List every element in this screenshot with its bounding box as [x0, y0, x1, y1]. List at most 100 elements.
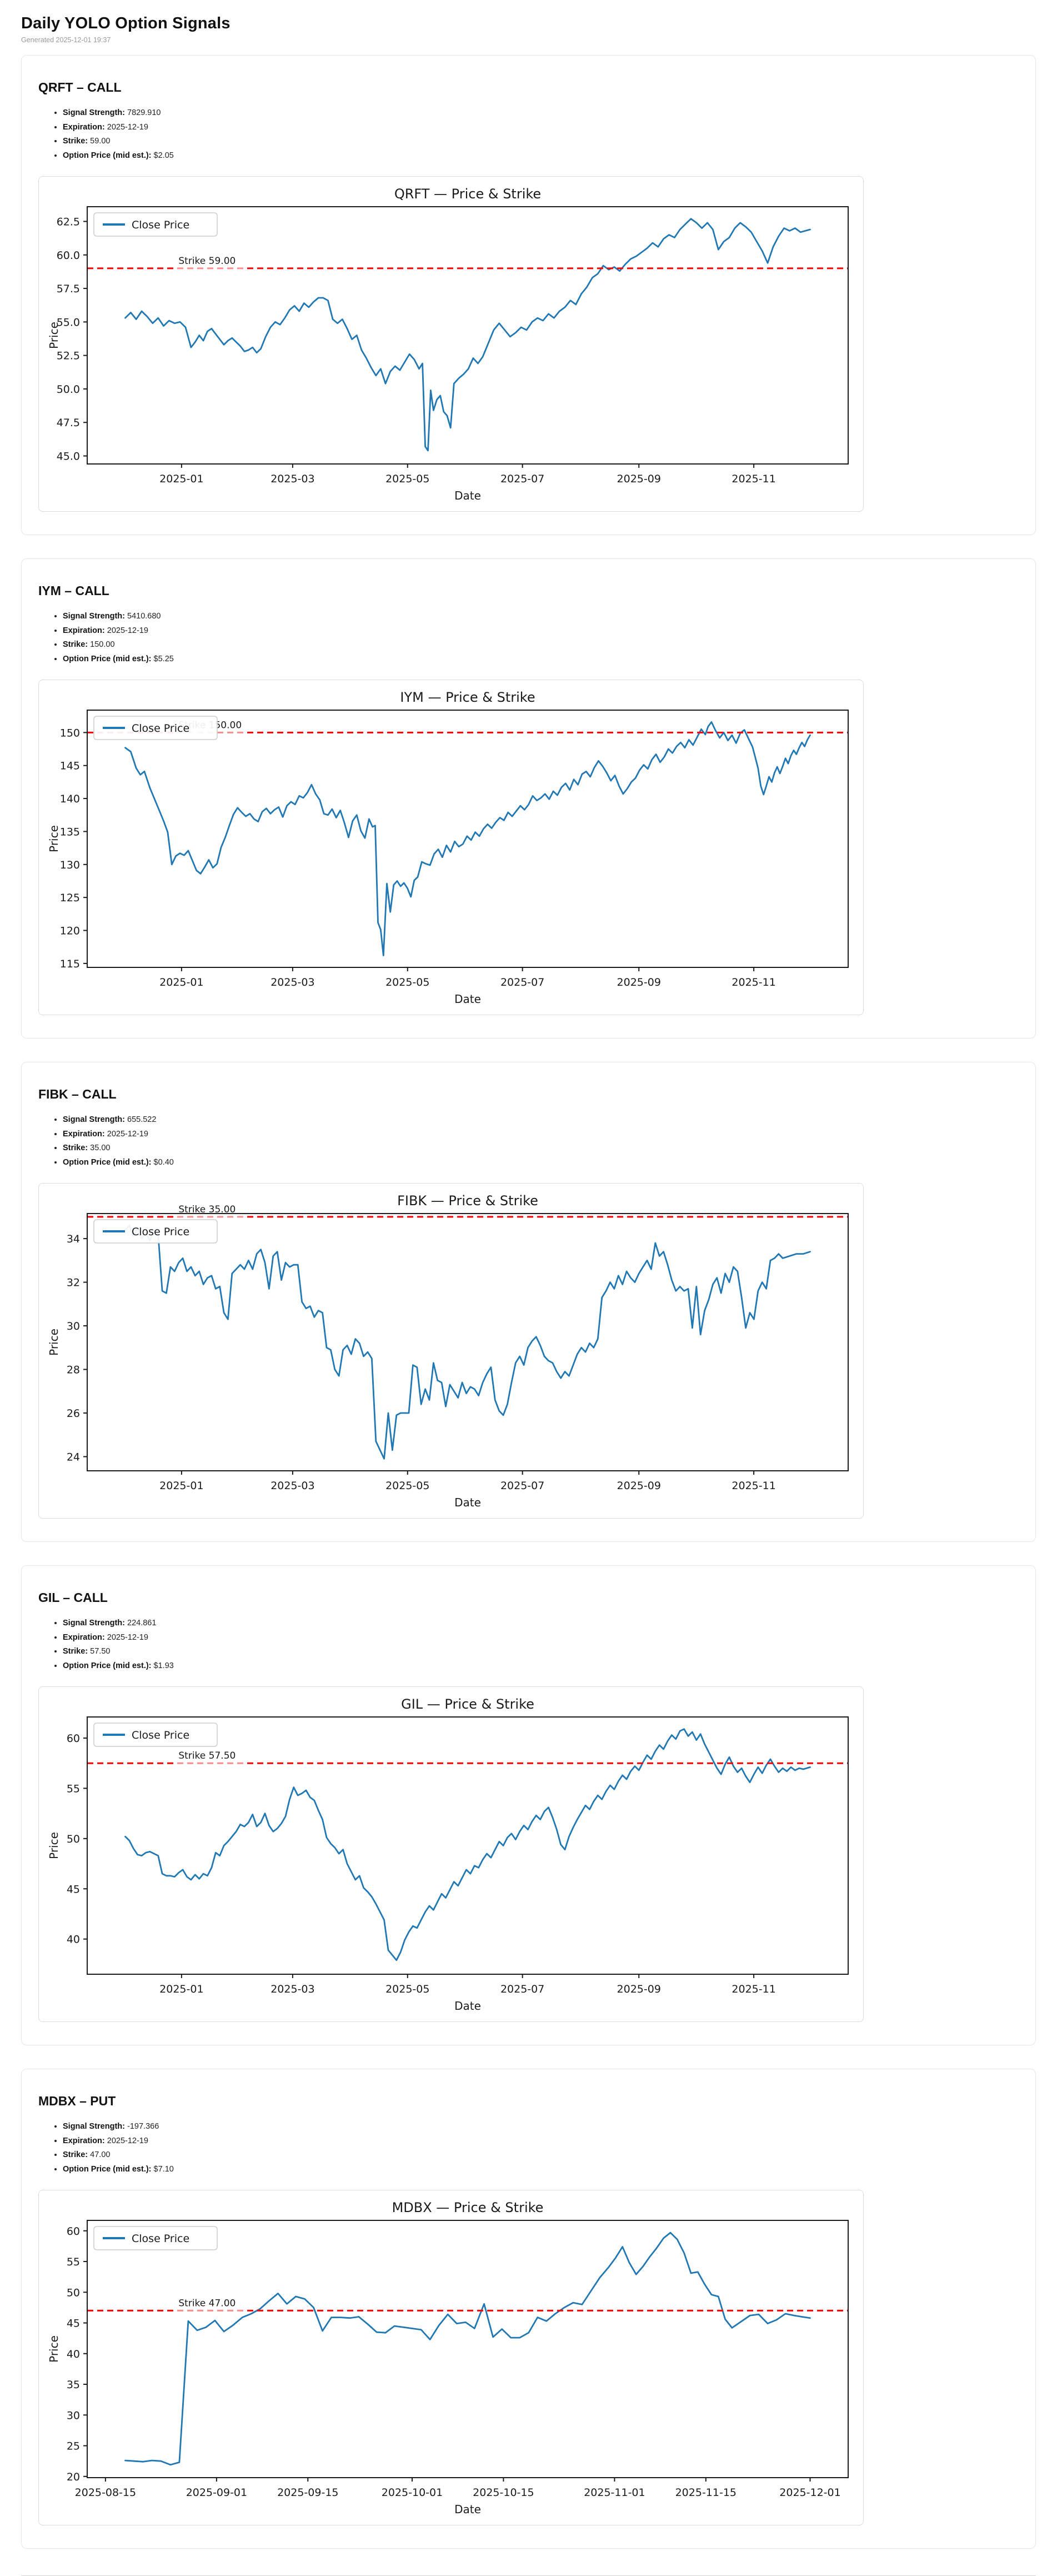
- y-tick-label: 30: [67, 2409, 80, 2422]
- metric-label: Signal Strength:: [63, 1619, 125, 1628]
- legend: [93, 2226, 218, 2250]
- metric-label: Strike:: [63, 137, 88, 146]
- x-tick-label: 2025-12-01: [779, 2487, 840, 2499]
- y-tick-label: 45: [67, 1883, 80, 1895]
- metric-label: Option Price (mid est.):: [63, 1661, 152, 1670]
- metric-item: Strike: 150.00: [63, 638, 1019, 652]
- y-tick-label: 26: [67, 1407, 80, 1420]
- x-tick-label: 2025-07: [500, 1480, 544, 1492]
- plot-border: [87, 710, 849, 968]
- x-axis-label: Date: [454, 2503, 481, 2516]
- metric-item: Signal Strength: 655.522: [63, 1113, 1019, 1127]
- metric-item: Option Price (mid est.): $7.10: [63, 2163, 1019, 2177]
- metric-item: Expiration: 2025-12-19: [63, 121, 1019, 135]
- metric-value: 2025-12-19: [107, 626, 148, 635]
- x-tick-label: 2025-05: [385, 1480, 429, 1492]
- close-price-line: [124, 218, 811, 452]
- metric-item: Expiration: 2025-12-19: [63, 624, 1019, 638]
- close-price-line: [124, 2231, 811, 2466]
- x-tick-label: 2025-05: [385, 1983, 429, 1995]
- metric-value: 7829.910: [127, 108, 161, 117]
- metric-value: $1.93: [153, 1661, 174, 1670]
- x-axis-label: Date: [454, 489, 481, 502]
- legend: [93, 716, 218, 740]
- x-tick-label: 2025-11: [732, 976, 775, 989]
- metric-label: Option Price (mid est.):: [63, 1157, 152, 1167]
- y-axis-label: Price: [47, 1329, 61, 1356]
- metric-value: -197.366: [127, 2122, 159, 2131]
- x-tick-label: 2025-01: [159, 976, 203, 989]
- y-tick-label: 50: [67, 2287, 80, 2299]
- page-title: Daily YOLO Option Signals: [21, 14, 231, 32]
- x-tick-label: 2025-08-15: [75, 2487, 136, 2499]
- x-tick-label: 2025-07: [500, 473, 544, 485]
- price-strike-chart-qrft: QRFT — Price & Strike 45.0 47.5 50.0 52.5 55.…: [46, 183, 856, 505]
- metric-value: 2025-12-19: [107, 1633, 148, 1642]
- y-tick-label: 55.0: [57, 316, 80, 328]
- x-tick-label: 2025-03: [270, 976, 314, 989]
- metric-list: Signal Strength: 7829.910 Expiration: 20…: [38, 106, 1019, 163]
- legend-label: Close Price: [132, 219, 189, 231]
- x-tick-label: 2025-09: [617, 976, 661, 989]
- price-strike-chart-gil: GIL — Price & Strike 40 45 50 55 60 2025-01 202…: [46, 1694, 856, 2015]
- metric-item: Option Price (mid est.): $2.05: [63, 149, 1019, 163]
- y-tick-label: 34: [67, 1233, 80, 1245]
- metric-label: Strike:: [63, 1144, 88, 1152]
- x-tick-label: 2025-05: [385, 976, 429, 989]
- y-tick-label: 140: [60, 793, 80, 805]
- legend-label: Close Price: [132, 722, 189, 735]
- chart-svg: GIL — Price & Strike 40 45 50 55 60 2025-01 202…: [46, 1694, 856, 2015]
- signal-card-qrft: QRFT – CALL Signal Strength: 7829.910 Ex…: [21, 55, 1036, 535]
- metric-value: 150.00: [90, 640, 115, 649]
- price-strike-chart-iym: IYM — Price & Strike 115 120 125 130 135 140 14…: [46, 687, 856, 1008]
- x-tick-label: 2025-07: [500, 1983, 544, 1995]
- page-header: Daily YOLO Option Signals Generated 2025…: [21, 14, 1036, 44]
- metric-list: Signal Strength: 5410.680 Expiration: 20…: [38, 610, 1019, 666]
- metric-list: Signal Strength: -197.366 Expiration: 20…: [38, 2120, 1019, 2176]
- chart-box: FIBK — Price & Strike 24 26 28 30 32 34 2025-01…: [38, 1183, 864, 1519]
- y-tick-label: 60: [67, 2225, 80, 2238]
- x-axis-label: Date: [454, 992, 481, 1006]
- x-tick-label: 2025-11: [732, 1480, 775, 1492]
- metric-item: Signal Strength: 224.861: [63, 1616, 1019, 1631]
- metric-item: Strike: 59.00: [63, 134, 1019, 149]
- strike-label: Strike 35.00: [178, 1204, 236, 1215]
- metric-label: Signal Strength:: [63, 108, 125, 117]
- x-tick-label: 2025-03: [270, 473, 314, 485]
- metric-value: 2025-12-19: [107, 2136, 148, 2145]
- x-tick-label: 2025-09: [617, 1983, 661, 1995]
- y-tick-label: 20: [67, 2471, 80, 2483]
- y-axis-label: Price: [47, 322, 61, 349]
- metric-value: 2025-12-19: [107, 1129, 148, 1139]
- metric-label: Expiration:: [63, 1129, 105, 1139]
- x-tick-label: 2025-01: [159, 1480, 203, 1492]
- y-tick-label: 57.5: [57, 283, 80, 295]
- metric-item: Expiration: 2025-12-19: [63, 2134, 1019, 2149]
- plot-border: [87, 1213, 849, 1471]
- x-tick-label: 2025-09: [617, 1480, 661, 1492]
- close-price-line: [124, 1225, 811, 1460]
- chart-svg: QRFT — Price & Strike 45.0 47.5 50.0 52.5 55.…: [46, 183, 856, 505]
- metric-item: Strike: 47.00: [63, 2148, 1019, 2163]
- x-tick-label: 2025-09: [617, 473, 661, 485]
- chart-box: QRFT — Price & Strike 45.0 47.5 50.0 52.5 55.…: [38, 176, 864, 512]
- metric-label: Option Price (mid est.):: [63, 2164, 152, 2174]
- y-tick-label: 25: [67, 2440, 80, 2453]
- metric-item: Signal Strength: 5410.680: [63, 610, 1019, 624]
- y-tick-label: 24: [67, 1451, 80, 1463]
- x-tick-label: 2025-10-01: [382, 2487, 443, 2499]
- plot-border: [87, 206, 849, 465]
- signal-heading: IYM – CALL: [38, 583, 109, 598]
- y-tick-label: 50.0: [57, 383, 80, 396]
- chart-title: MDBX — Price & Strike: [392, 2200, 544, 2215]
- close-price-line: [124, 1728, 811, 1961]
- signal-card-iym: IYM – CALL Signal Strength: 5410.680 Exp…: [21, 558, 1036, 1039]
- chart-svg: FIBK — Price & Strike 24 26 28 30 32 34 2025-01…: [46, 1190, 856, 1511]
- strike-label: Strike 47.00: [178, 2298, 236, 2309]
- signals-list: QRFT – CALL Signal Strength: 7829.910 Ex…: [21, 55, 1036, 2549]
- metric-item: Signal Strength: -197.366: [63, 2120, 1019, 2134]
- x-tick-label: 2025-09-15: [277, 2487, 338, 2499]
- y-tick-label: 125: [60, 892, 80, 904]
- y-tick-label: 130: [60, 859, 80, 871]
- chart-svg: IYM — Price & Strike 115 120 125 130 135 140 14…: [46, 687, 856, 1008]
